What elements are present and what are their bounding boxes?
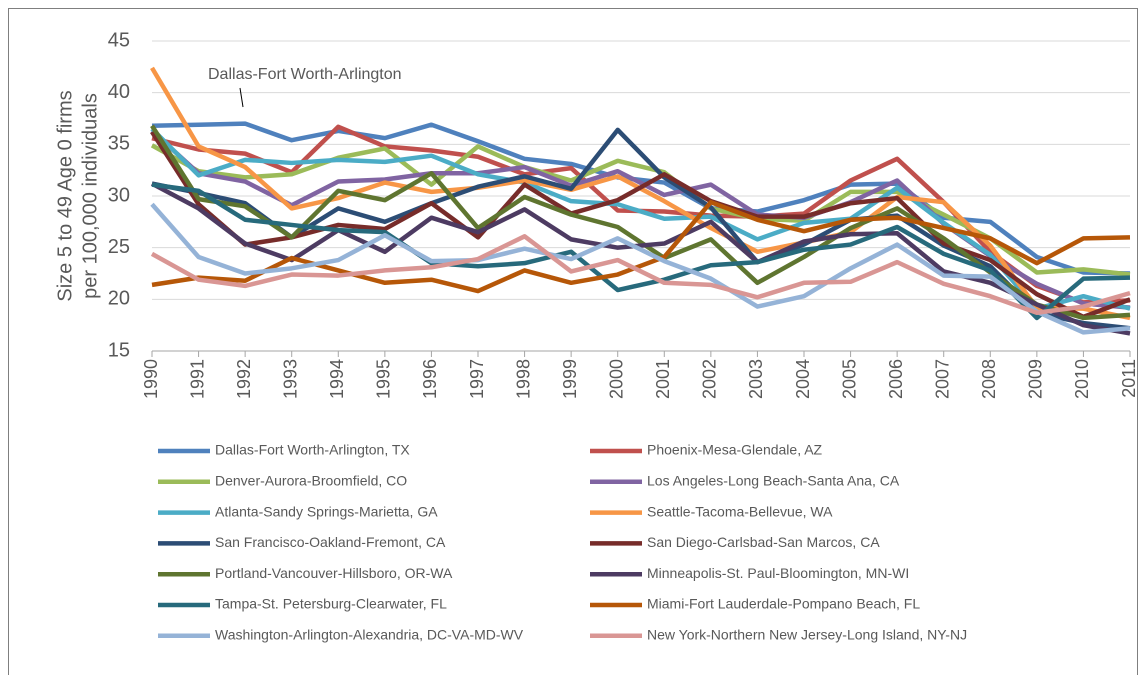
y-tick-label: 40 bbox=[108, 81, 130, 103]
y-axis-title: Size 5 to 49 Age 0 firms bbox=[54, 90, 76, 301]
x-tick-label: 2010 bbox=[1072, 359, 1092, 399]
x-tick-label: 1999 bbox=[560, 359, 580, 399]
y-tick-label: 45 bbox=[108, 29, 130, 51]
legend-label: Seattle-Tacoma-Bellevue, WA bbox=[647, 503, 833, 519]
y-axis-title: per 100,000 individuals bbox=[79, 93, 101, 299]
y-tick-label: 25 bbox=[108, 236, 130, 258]
x-tick-label: 1994 bbox=[327, 359, 347, 399]
y-tick-label: 15 bbox=[108, 339, 130, 361]
series-line bbox=[150, 202, 1131, 335]
chart-border bbox=[8, 8, 1138, 675]
x-tick-label: 1992 bbox=[234, 359, 254, 399]
x-tick-label: 2005 bbox=[839, 359, 859, 399]
x-tick-label: 2011 bbox=[1119, 359, 1139, 398]
y-tick-label: 20 bbox=[108, 288, 130, 310]
legend-label: Washington-Arlington-Alexandria, DC-VA-M… bbox=[215, 627, 524, 643]
x-tick-label: 2003 bbox=[746, 359, 766, 399]
x-tick-label: 1993 bbox=[280, 359, 300, 399]
legend-label: Denver-Aurora-Broomfield, CO bbox=[215, 473, 407, 489]
series-line bbox=[151, 121, 1131, 276]
x-tick-label: 1990 bbox=[141, 359, 161, 399]
x-tick-label: 2002 bbox=[700, 359, 720, 399]
x-tick-label: 1995 bbox=[374, 359, 394, 399]
legend-label: Tampa-St. Petersburg-Clearwater, FL bbox=[215, 596, 447, 612]
legend-label: Miami-Fort Lauderdale-Pompano Beach, FL bbox=[647, 596, 920, 612]
x-tick-label: 1998 bbox=[513, 359, 533, 399]
y-tick-label: 30 bbox=[108, 184, 130, 206]
legend-label: New York-Northern New Jersey-Long Island… bbox=[647, 627, 967, 643]
series-line bbox=[150, 130, 1131, 320]
series-line bbox=[150, 127, 1131, 311]
x-tick-label: 2008 bbox=[979, 359, 999, 399]
legend-label: Atlanta-Sandy Springs-Marietta, GA bbox=[215, 503, 438, 519]
legend-label: Portland-Vancouver-Hillsboro, OR-WA bbox=[215, 565, 453, 581]
series-line bbox=[150, 124, 1131, 321]
x-tick-label: 2009 bbox=[1026, 359, 1046, 399]
y-tick-label: 35 bbox=[108, 133, 130, 155]
x-tick-label: 1997 bbox=[467, 359, 487, 399]
legend-label: Minneapolis-St. Paul-Bloomington, MN-WI bbox=[647, 565, 909, 581]
legend-label: Phoenix-Mesa-Glendale, AZ bbox=[647, 442, 823, 458]
series-line bbox=[151, 182, 1131, 321]
x-tick-label: 1996 bbox=[420, 359, 440, 399]
legend-label: San Diego-Carlsbad-San Marcos, CA bbox=[647, 534, 880, 550]
annotation: Dallas-Fort Worth-Arlington bbox=[208, 66, 402, 83]
annotation-leader bbox=[239, 87, 244, 108]
x-tick-label: 2006 bbox=[886, 359, 906, 399]
legend-label: San Francisco-Oakland-Fremont, CA bbox=[215, 534, 446, 550]
legend-label: Dallas-Fort Worth-Arlington, TX bbox=[215, 442, 410, 458]
x-tick-label: 2004 bbox=[793, 359, 813, 399]
x-tick-label: 2001 bbox=[653, 359, 673, 399]
x-tick-label: 2007 bbox=[932, 359, 952, 399]
x-tick-label: 1991 bbox=[187, 359, 207, 399]
legend-label: Los Angeles-Long Beach-Santa Ana, CA bbox=[647, 473, 900, 489]
series-line bbox=[150, 234, 1131, 316]
x-tick-label: 2000 bbox=[606, 359, 626, 399]
